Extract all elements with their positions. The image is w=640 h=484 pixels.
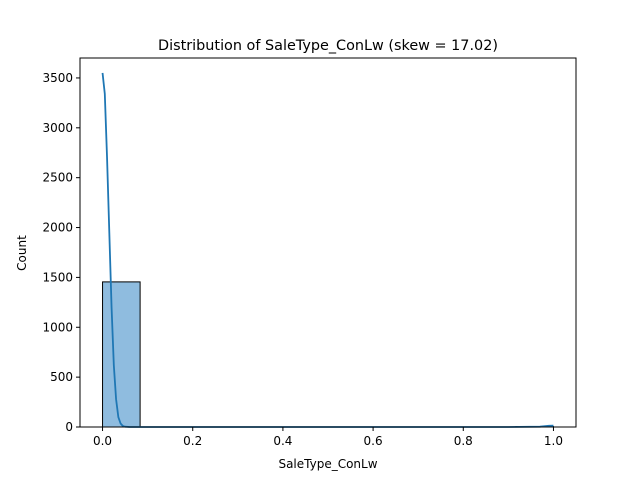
x-tick-label: 0.0 [93, 434, 112, 448]
y-tick-label: 1500 [42, 270, 73, 284]
x-tick-label: 0.6 [364, 434, 383, 448]
y-axis-label: Count [15, 235, 29, 271]
y-tick-label: 2000 [42, 221, 73, 235]
x-tick-label: 0.2 [183, 434, 202, 448]
y-tick-label: 2500 [42, 171, 73, 185]
y-tick-label: 0 [65, 420, 73, 434]
chart-title: Distribution of SaleType_ConLw (skew = 1… [158, 38, 498, 54]
plot-area [80, 58, 576, 427]
plot-background [80, 58, 576, 427]
histogram-bar-0 [103, 282, 141, 427]
y-tick-label: 3500 [42, 71, 73, 85]
y-tick-label: 1000 [42, 320, 73, 334]
y-tick-label: 500 [50, 370, 73, 384]
x-tick-label: 0.4 [273, 434, 292, 448]
x-tick-label: 1.0 [544, 434, 563, 448]
x-axis-label: SaleType_ConLw [278, 457, 377, 471]
x-tick-label: 0.8 [454, 434, 473, 448]
y-tick-label: 3000 [42, 121, 73, 135]
